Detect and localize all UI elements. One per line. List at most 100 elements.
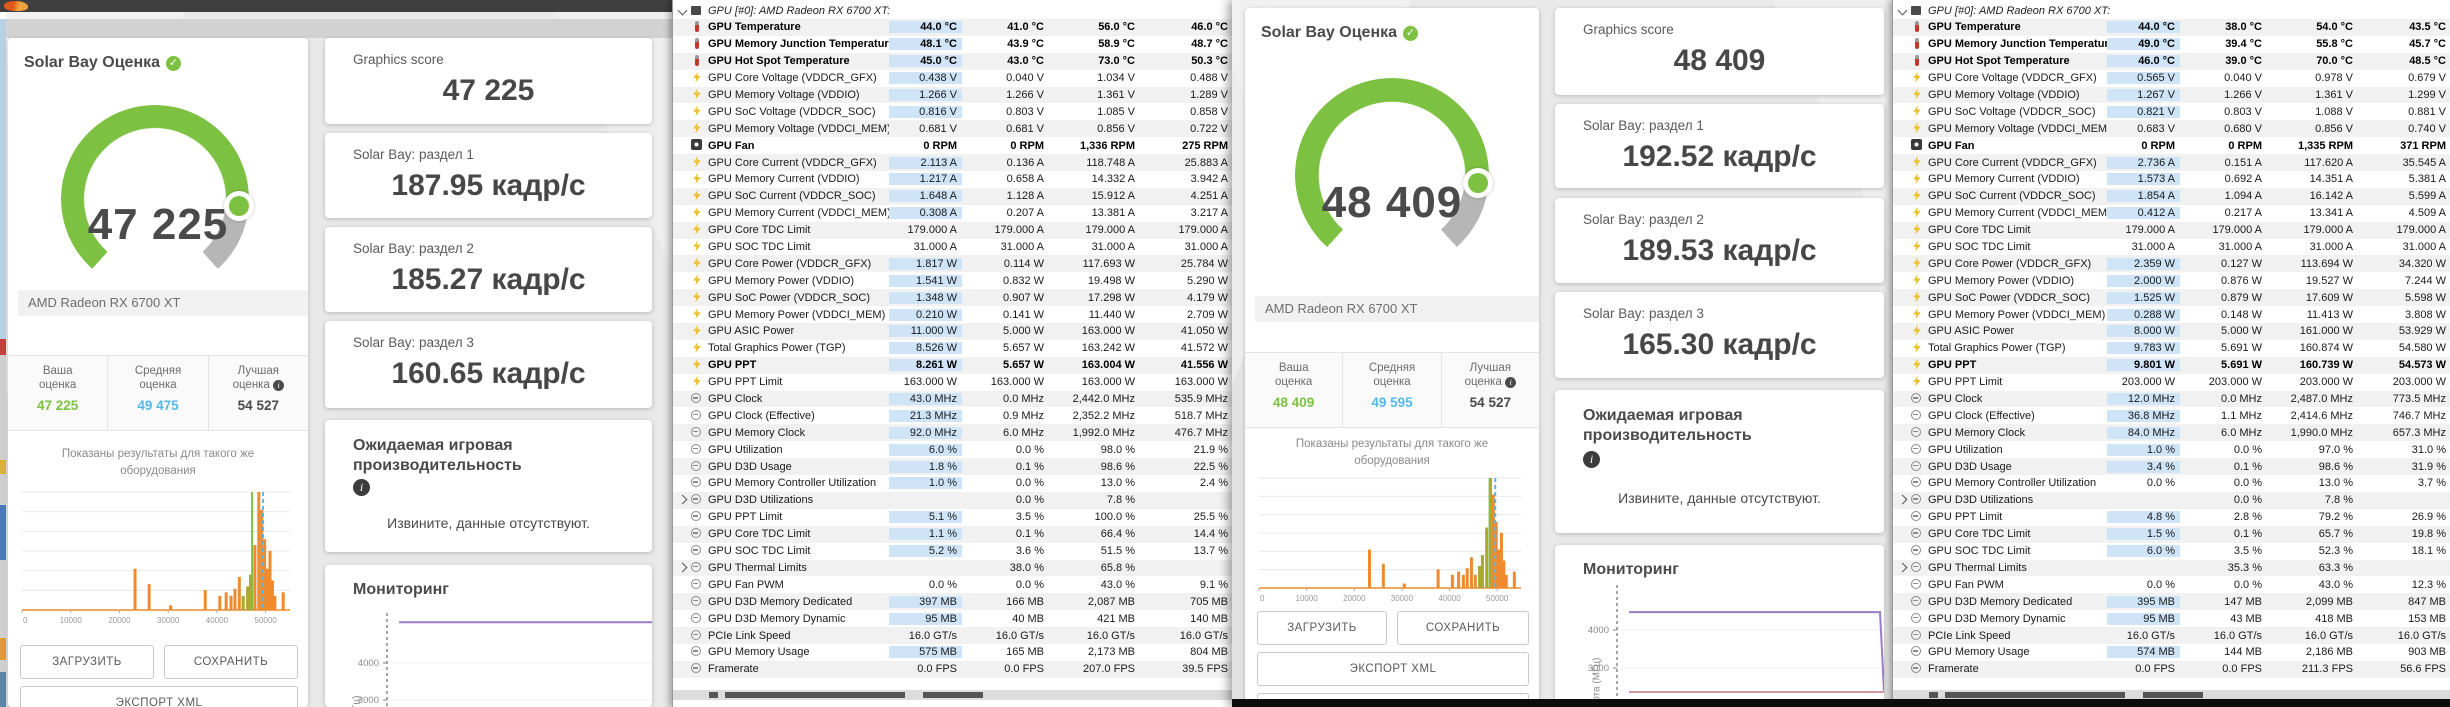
sensor-row[interactable]: GPU SOC TDC Limit 31.000 A 31.000 A 31.000 …	[1893, 239, 2450, 256]
sensor-row[interactable]: GPU Clock 43.0 MHz 0.0 MHz 2,442.0 MHz 535.9…	[673, 390, 1233, 408]
sensor-row[interactable]: GPU Memory Power (VDDCI_MEM) 0.288 W 0.148…	[1893, 306, 2450, 323]
sensor-row[interactable]: GPU PPT Limit 5.1 % 3.5 % 100.0 % 25.5 %	[673, 509, 1233, 526]
sensor-row[interactable]: GPU SoC Power (VDDCR_SOC) 1.348 W 0.907 W 1…	[673, 289, 1233, 307]
sensor-row[interactable]: GPU Temperature 44.0 °C 38.0 °C 54.0 °C 43.5…	[1893, 19, 2450, 36]
sensor-row[interactable]: GPU Memory Junction Temperature 48.1 °C 43…	[673, 36, 1233, 53]
sensor-row[interactable]: GPU Memory Current (VDDCI_MEM) 0.308 A 0.2…	[673, 205, 1233, 222]
info-icon[interactable]: i	[1505, 377, 1517, 388]
taskbar-strip[interactable]	[1232, 699, 2450, 707]
sensor-row[interactable]: GPU D3D Utilizations 0.0 % 7.8 %	[1893, 491, 2450, 509]
sensor-row[interactable]: GPU Core Current (VDDCR_GFX) 2.113 A 0.136…	[673, 154, 1233, 172]
sensor-row[interactable]: GPU SOC TDC Limit 5.2 % 3.6 % 51.5 % 13.7 %	[673, 543, 1233, 560]
sensor-row[interactable]: GPU SoC Voltage (VDDCR_SOC) 0.816 V 0.803 …	[673, 103, 1233, 120]
sensor-row[interactable]: GPU Utilization 1.0 % 0.0 % 97.0 % 31.0 %	[1893, 441, 2450, 458]
sensor-row[interactable]: GPU PPT Limit 4.8 % 2.8 % 79.2 % 26.9 %	[1893, 509, 2450, 526]
sensor-value-maximum: 13.381 A	[1091, 207, 1135, 220]
expand-icon[interactable]	[1897, 562, 1907, 573]
sensor-row[interactable]: Total Graphics Power (TGP) 9.783 W 5.691 W…	[1893, 340, 2450, 357]
sensor-row[interactable]: GPU Core Voltage (VDDCR_GFX) 0.565 V 0.040…	[1893, 70, 2450, 87]
sensor-row[interactable]: GPU D3D Memory Dynamic 95 MB 43 MB 418 MB 15…	[1893, 610, 2450, 627]
sensor-row[interactable]: GPU Memory Power (VDDIO) 2.000 W 0.876 W 19…	[1893, 272, 2450, 289]
sensor-row[interactable]: GPU SoC Voltage (VDDCR_SOC) 0.821 V 0.803 …	[1893, 103, 2450, 120]
sensor-row[interactable]: GPU Thermal Limits 35.3 % 63.3 %	[1893, 559, 2450, 577]
sensor-row[interactable]: GPU D3D Usage 1.8 % 0.1 % 98.6 % 22.5 %	[673, 458, 1233, 476]
sensor-row[interactable]: GPU D3D Utilizations 0.0 % 7.8 %	[673, 491, 1233, 509]
sensor-row[interactable]: GPU Memory Current (VDDIO) 1.217 A 0.658 A…	[673, 171, 1233, 188]
sensor-row[interactable]: GPU SOC TDC Limit 6.0 % 3.5 % 52.3 % 18.1 %	[1893, 543, 2450, 560]
sensor-row[interactable]: GPU D3D Memory Dedicated 397 MB 166 MB 2,08…	[673, 593, 1233, 611]
expand-icon[interactable]	[677, 494, 687, 505]
sensor-row[interactable]: GPU Hot Spot Temperature 46.0 °C 39.0 °C 70…	[1893, 52, 2450, 70]
sensor-row[interactable]: Total Graphics Power (TGP) 8.526 W 5.657 W…	[673, 340, 1233, 357]
sensor-row[interactable]: GPU Memory Usage 574 MB 144 MB 2,186 MB 903 …	[1893, 644, 2450, 661]
sensor-row[interactable]: PCIe Link Speed 16.0 GT/s 16.0 GT/s 16.0 GT…	[673, 627, 1233, 644]
sensor-row[interactable]: Framerate 0.0 FPS 0.0 FPS 207.0 FPS 39.5 FPS	[673, 660, 1233, 678]
sensor-section-header[interactable]: GPU [#0]: AMD Radeon RX 6700 XT:	[673, 2, 1233, 19]
sensor-row[interactable]: GPU Core Current (VDDCR_GFX) 2.736 A 0.151…	[1893, 154, 2450, 172]
save-button[interactable]: СОХРАНИТЬ	[164, 645, 298, 679]
sensor-row[interactable]: GPU Memory Clock 92.0 MHz 6.0 MHz 1,992.0 M…	[673, 424, 1233, 442]
sensor-row[interactable]: GPU PPT 8.261 W 5.657 W 163.004 W 41.556 W	[673, 356, 1233, 374]
sensor-row[interactable]: GPU ASIC Power 8.000 W 5.000 W 161.000 W 53.…	[1893, 323, 2450, 340]
sensor-row[interactable]: GPU Fan 0 RPM 0 RPM 1,335 RPM 371 RPM	[1893, 137, 2450, 154]
sensor-value-current: 1.0 %	[2107, 443, 2180, 456]
sensor-row[interactable]: GPU ASIC Power 11.000 W 5.000 W 163.000 W 41…	[673, 323, 1233, 340]
sensor-row[interactable]: GPU Core Voltage (VDDCR_GFX) 0.438 V 0.040…	[673, 70, 1233, 87]
sensor-row[interactable]: GPU Memory Power (VDDCI_MEM) 0.210 W 0.141…	[673, 306, 1233, 323]
sensor-row[interactable]: GPU Memory Voltage (VDDCI_MEM) 0.683 V 0.6…	[1893, 120, 2450, 138]
sensor-row[interactable]: GPU Temperature 44.0 °C 41.0 °C 56.0 °C 46.0…	[673, 19, 1233, 36]
chevron-down-icon[interactable]	[1897, 5, 1907, 15]
sensor-row[interactable]: GPU Memory Current (VDDIO) 1.573 A 0.692 A…	[1893, 171, 2450, 188]
sensor-row[interactable]: GPU Memory Clock 84.0 MHz 6.0 MHz 1,990.0 M…	[1893, 424, 2450, 442]
sensor-row[interactable]: GPU Thermal Limits 38.0 % 65.8 %	[673, 559, 1233, 577]
sensor-row[interactable]: GPU Core Power (VDDCR_GFX) 1.817 W 0.114 W…	[673, 255, 1233, 273]
sensor-row[interactable]: GPU Memory Usage 575 MB 165 MB 2,173 MB 804 …	[673, 644, 1233, 661]
sensor-row[interactable]: GPU Core TDC Limit 1.5 % 0.1 % 65.7 % 19.8 %	[1893, 525, 2450, 543]
sensor-row[interactable]: GPU Memory Power (VDDIO) 1.541 W 0.832 W 19…	[673, 272, 1233, 289]
sensor-row[interactable]: GPU D3D Memory Dynamic 95 MB 40 MB 421 MB 14…	[673, 610, 1233, 627]
sensor-row[interactable]: GPU Fan 0 RPM 0 RPM 1,336 RPM 275 RPM	[673, 137, 1233, 154]
sensor-row[interactable]: GPU PPT 9.801 W 5.691 W 160.739 W 54.573 W	[1893, 356, 2450, 374]
sensor-section-header[interactable]: GPU [#0]: AMD Radeon RX 6700 XT:	[1893, 2, 2450, 19]
average-score-col: Средняя оценка 49 475	[107, 356, 207, 430]
sensor-row[interactable]: GPU Clock (Effective) 21.3 MHz 0.9 MHz 2,35…	[673, 407, 1233, 424]
sensor-row[interactable]: GPU Fan PWM 0.0 % 0.0 % 43.0 % 12.3 %	[1893, 576, 2450, 593]
sensor-row[interactable]: GPU Hot Spot Temperature 45.0 °C 43.0 °C 73…	[673, 52, 1233, 70]
sensor-row[interactable]: GPU SoC Current (VDDCR_SOC) 1.854 A 1.094 …	[1893, 187, 2450, 205]
sensor-row[interactable]: Framerate 0.0 FPS 0.0 FPS 211.3 FPS 56.6 FPS	[1893, 660, 2450, 678]
sensor-row[interactable]: GPU D3D Usage 3.4 % 0.1 % 98.6 % 31.9 %	[1893, 458, 2450, 476]
sensor-row[interactable]: PCIe Link Speed 16.0 GT/s 16.0 GT/s 16.0 GT…	[1893, 627, 2450, 644]
sensor-row[interactable]: GPU Memory Controller Utilization 1.0 % 0.…	[673, 475, 1233, 492]
save-button[interactable]: СОХРАНИТЬ	[1397, 611, 1529, 645]
load-button[interactable]: ЗАГРУЗИТЬ	[1257, 611, 1387, 645]
sensor-row[interactable]: GPU Clock (Effective) 36.8 MHz 1.1 MHz 2,41…	[1893, 407, 2450, 424]
sensor-row[interactable]: GPU Core TDC Limit 1.1 % 0.1 % 66.4 % 14.4 %	[673, 525, 1233, 543]
info-icon[interactable]: i	[273, 380, 285, 391]
sensor-row[interactable]: GPU Core TDC Limit 179.000 A 179.000 A 179.…	[1893, 221, 2450, 239]
sensor-row[interactable]: GPU D3D Memory Dedicated 395 MB 147 MB 2,09…	[1893, 593, 2450, 611]
sensor-row[interactable]: GPU SoC Current (VDDCR_SOC) 1.648 A 1.128 …	[673, 187, 1233, 205]
sensor-row[interactable]: GPU Memory Current (VDDCI_MEM) 0.412 A 0.2…	[1893, 205, 2450, 222]
expand-icon[interactable]	[677, 562, 687, 573]
sensor-row[interactable]: GPU Memory Junction Temperature 49.0 °C 39…	[1893, 36, 2450, 53]
sensor-row[interactable]: GPU Utilization 6.0 % 0.0 % 98.0 % 21.9 %	[673, 441, 1233, 458]
sensor-row[interactable]: GPU Memory Voltage (VDDCI_MEM) 0.681 V 0.6…	[673, 120, 1233, 138]
sensor-row[interactable]: GPU Core Power (VDDCR_GFX) 2.359 W 0.127 W…	[1893, 255, 2450, 273]
sensor-row[interactable]: GPU Memory Voltage (VDDIO) 1.266 V 1.266 V…	[673, 86, 1233, 104]
expand-icon[interactable]	[1897, 494, 1907, 505]
sensor-row[interactable]: GPU Clock 12.0 MHz 0.0 MHz 2,487.0 MHz 773.5…	[1893, 390, 2450, 408]
chevron-down-icon[interactable]	[677, 5, 687, 15]
export-xml-button[interactable]: ЭКСПОРТ XML	[1257, 652, 1529, 686]
sensor-row[interactable]: GPU PPT Limit 163.000 W 163.000 W 163.000 W…	[673, 374, 1233, 391]
load-button[interactable]: ЗАГРУЗИТЬ	[20, 645, 154, 679]
sensor-row[interactable]: GPU Core TDC Limit 179.000 A 179.000 A 179.…	[673, 221, 1233, 239]
sensor-row[interactable]: GPU PPT Limit 203.000 W 203.000 W 203.000 W…	[1893, 374, 2450, 391]
sensor-row[interactable]: GPU SOC TDC Limit 31.000 A 31.000 A 31.000 …	[673, 239, 1233, 256]
sensor-row[interactable]: GPU Fan PWM 0.0 % 0.0 % 43.0 % 9.1 %	[673, 576, 1233, 593]
export-xml-button[interactable]: ЭКСПОРТ XML	[20, 686, 298, 707]
info-icon[interactable]: i	[1583, 450, 1600, 468]
sensor-row[interactable]: GPU Memory Controller Utilization 0.0 % 0.…	[1893, 475, 2450, 492]
sensor-row[interactable]: GPU Memory Voltage (VDDIO) 1.267 V 1.266 V…	[1893, 86, 2450, 104]
sensor-row[interactable]: GPU SoC Power (VDDCR_SOC) 1.525 W 0.879 W 1…	[1893, 289, 2450, 307]
info-icon[interactable]: i	[353, 478, 370, 496]
